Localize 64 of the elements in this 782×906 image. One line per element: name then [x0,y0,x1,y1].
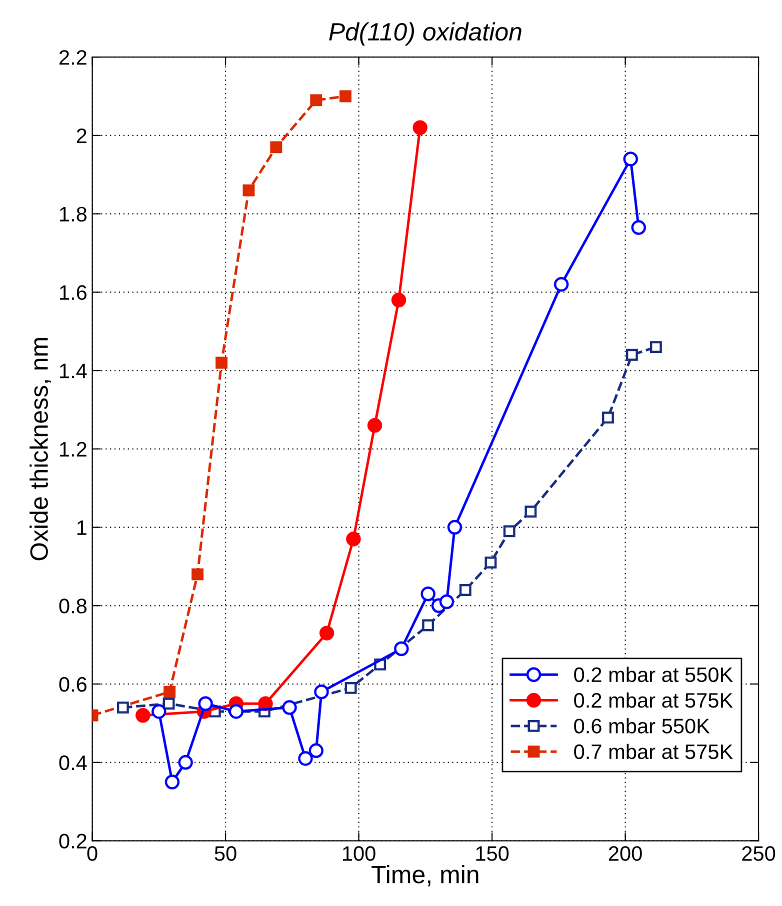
y-axis-title: Oxide thickness, nm [30,338,51,560]
point [524,506,537,518]
x-tick-label: 200 [608,846,642,861]
point [439,594,454,610]
y-tick-label: 2 [76,128,86,143]
point [164,774,180,790]
x-axis-title: Time, min [372,865,478,886]
y-tick-label: 1.4 [60,364,87,378]
point [412,120,428,135]
x-tick-label: 50 [214,846,236,861]
point [344,682,357,694]
point [394,641,409,656]
point [228,704,244,719]
point [631,220,646,235]
point [282,700,297,715]
point [422,619,434,632]
point [602,412,614,424]
y-tick-label: 0.6 [59,677,86,692]
x-tick-label: 250 [742,846,776,861]
point [242,184,255,196]
point [503,525,516,538]
y-tick-label: 1.8 [60,206,87,222]
point [192,568,204,580]
x-tick-label: 0 [87,846,98,861]
legend-label: 0.2 mbar at 550K [574,666,733,682]
y-tick-label: 0.4 [59,755,87,770]
legend-label: 0.6 mbar 550K [574,718,710,734]
point [298,751,313,766]
point [319,626,334,640]
y-tick-label: 1.2 [60,442,86,456]
point [626,348,638,361]
point [420,586,436,602]
point [554,276,569,292]
point [310,94,322,106]
point [136,708,150,723]
point [308,743,324,758]
point [339,90,352,102]
point [162,698,175,710]
point [198,696,213,711]
point [447,520,462,535]
x-tick-label: 150 [476,846,509,861]
y-tick-label: 1 [77,520,86,535]
point [346,532,361,546]
point [459,584,472,596]
point [164,686,176,698]
point [623,152,638,166]
y-tick-label: 0.2 [59,834,86,849]
point [152,704,166,719]
legend-label: 0.7 mbar at 575K [574,744,733,760]
point [270,141,282,154]
point [178,755,193,770]
y-tick-label: 2.2 [60,50,86,65]
y-tick-label: 1.6 [60,285,86,300]
point [314,684,329,700]
point [650,341,662,354]
y-tick-label: 0.8 [59,598,87,614]
point [367,418,382,433]
point [391,292,406,308]
x-tick-label: 100 [342,846,376,861]
legend-label: 0.2 mbar at 575K [574,692,733,708]
point [116,702,129,714]
chart-title: Pd(110) oxidation [329,22,522,46]
point [216,356,228,369]
point [484,556,497,569]
